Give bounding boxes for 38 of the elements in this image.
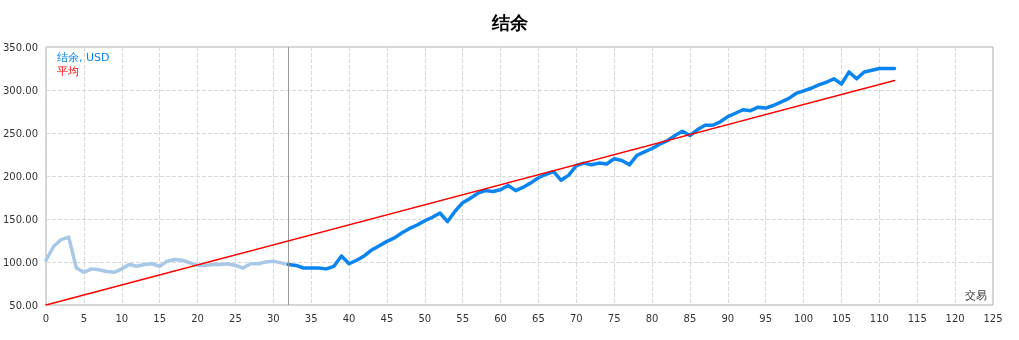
y-tick-label: 100.00 (3, 256, 38, 268)
x-tick-label: 30 (266, 312, 280, 324)
x-tick-label: 40 (342, 312, 356, 324)
y-tick-label: 200.00 (3, 170, 38, 182)
x-tick-label: 90 (721, 312, 735, 324)
chart-title: 结余 (490, 11, 529, 33)
x-tick-label: 105 (831, 312, 852, 324)
x-tick-label: 10 (115, 312, 129, 324)
x-tick-label: 110 (869, 312, 889, 324)
x-tick-label: 15 (153, 312, 167, 324)
x-tick-label: 60 (494, 312, 507, 324)
y-tick-label: 300.00 (3, 84, 38, 96)
x-tick-label: 70 (569, 312, 583, 324)
x-tick-label: 100 (794, 312, 814, 324)
x-axis-title: 交易 (965, 289, 987, 302)
x-tick-label: 5 (80, 312, 88, 324)
x-tick-label: 75 (607, 312, 621, 324)
x-tick-label: 120 (945, 312, 965, 324)
x-tick-label: 35 (304, 312, 318, 324)
x-tick-label: 0 (42, 312, 50, 324)
x-tick-label: 55 (456, 312, 470, 324)
text: 平均 (57, 65, 79, 78)
x-tick-label: 20 (191, 312, 204, 324)
x-tick-label: 45 (380, 312, 394, 324)
y-tick-label: 350.00 (3, 41, 38, 53)
x-tick-label: 115 (907, 312, 927, 324)
y-tick-label: 50.00 (9, 299, 38, 311)
x-tick-label: 65 (532, 312, 545, 324)
x-tick-label: 85 (683, 312, 697, 324)
x-tick-label: 50 (418, 312, 432, 324)
x-tick-label: 125 (983, 312, 1003, 324)
y-tick-label: 150.00 (3, 213, 38, 225)
y-tick-label: 250.00 (3, 127, 38, 139)
x-tick-label: 25 (229, 312, 242, 324)
x-tick-label: 95 (759, 312, 773, 324)
line-series (286, 66, 897, 271)
x-tick-label: 80 (645, 312, 659, 324)
text: 结余, USD (57, 50, 110, 64)
